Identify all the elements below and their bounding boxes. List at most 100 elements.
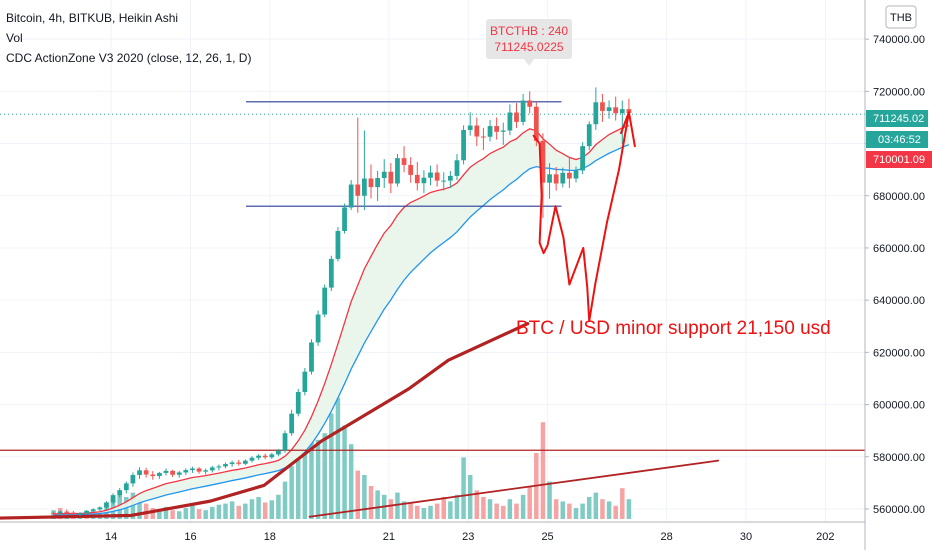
trend-line[interactable] bbox=[308, 459, 720, 518]
volume-bar bbox=[573, 508, 579, 519]
price-axis[interactable]: 740000.00720000.00700000.00680000.006600… bbox=[864, 0, 932, 550]
volume-bar bbox=[507, 499, 513, 519]
time-tick-label: 202 bbox=[816, 531, 834, 543]
candle-body bbox=[110, 495, 116, 503]
time-tick-label: 16 bbox=[184, 531, 196, 543]
sketch-drawing[interactable] bbox=[532, 111, 636, 323]
volume-bar bbox=[362, 475, 367, 519]
horizontal-lines[interactable] bbox=[0, 101, 865, 451]
candle-body bbox=[467, 125, 473, 130]
time-axis[interactable]: 14 16 18 21 23 25 28 30 202 bbox=[0, 521, 865, 543]
candle-body bbox=[540, 140, 546, 183]
last-price-tag bbox=[866, 110, 928, 127]
candle-body bbox=[203, 470, 209, 472]
volume-bar bbox=[547, 481, 552, 519]
volume-bar bbox=[296, 458, 301, 519]
volume-bar bbox=[560, 501, 566, 519]
price-tick-label: 620000.00 bbox=[873, 347, 925, 359]
candle-body bbox=[77, 513, 83, 515]
volume-bar bbox=[428, 505, 433, 519]
volume-bar bbox=[388, 499, 394, 519]
volume-bar bbox=[150, 508, 156, 519]
candle-body bbox=[586, 124, 592, 147]
sketch-path[interactable] bbox=[532, 111, 636, 323]
annotation-text[interactable]: BTC / USD minor support 21,150 usd bbox=[516, 318, 831, 339]
candle-body bbox=[520, 100, 526, 122]
volume-bar bbox=[454, 494, 460, 519]
ema-price-tag bbox=[866, 151, 932, 168]
volume-bar bbox=[421, 508, 427, 519]
volume-bar bbox=[355, 470, 361, 519]
ema-cloud-fill bbox=[53, 125, 629, 516]
candle-body bbox=[401, 158, 407, 165]
candle-body bbox=[137, 470, 142, 476]
price-tick-label: 640000.00 bbox=[873, 295, 925, 307]
volume-bar bbox=[203, 510, 208, 519]
candle-body bbox=[606, 107, 612, 111]
ema-fast-line bbox=[53, 124, 630, 515]
price-tick-label: 740000.00 bbox=[873, 34, 925, 46]
candle-body bbox=[276, 450, 281, 455]
candle-body bbox=[375, 178, 380, 188]
time-tick-label: 30 bbox=[740, 531, 752, 543]
tooltip-line1: BTCTHB : 240 bbox=[490, 24, 568, 38]
tooltip-pointer bbox=[524, 59, 534, 66]
candle-body bbox=[342, 207, 347, 231]
grid bbox=[0, 0, 865, 522]
candle-body bbox=[209, 467, 215, 471]
price-tick-label: 600000.00 bbox=[873, 400, 925, 412]
volume-bar bbox=[461, 457, 466, 519]
header-volume-indicator[interactable]: Vol bbox=[6, 31, 23, 45]
ema-price-value: 710001.09 bbox=[873, 154, 925, 166]
volume-bar bbox=[448, 501, 453, 519]
volume-bar bbox=[520, 494, 526, 519]
time-tick-label: 23 bbox=[462, 531, 474, 543]
candle-body bbox=[560, 172, 566, 184]
volume-bar bbox=[163, 506, 169, 519]
volume-bar bbox=[176, 511, 182, 519]
candle-body bbox=[262, 455, 268, 458]
volume-bar bbox=[236, 505, 241, 519]
candle-body bbox=[130, 475, 136, 484]
candle-body bbox=[553, 174, 559, 184]
volume-bar bbox=[408, 503, 413, 519]
volume-bar bbox=[243, 503, 248, 519]
volume-bar bbox=[514, 503, 519, 519]
candle-body bbox=[368, 178, 374, 188]
candle-body bbox=[381, 171, 387, 179]
last-price-value: 711245.02 bbox=[873, 113, 924, 125]
time-tick-label: 28 bbox=[660, 531, 672, 543]
volume-bar bbox=[335, 398, 341, 519]
volume-bar bbox=[269, 500, 275, 519]
currency-button-box[interactable] bbox=[885, 5, 917, 29]
candle-body bbox=[64, 511, 70, 513]
candle-body bbox=[123, 483, 129, 491]
candle-body bbox=[494, 126, 500, 132]
volume-bar bbox=[567, 503, 572, 519]
volume-bar bbox=[256, 497, 261, 519]
volume-bar bbox=[600, 499, 605, 519]
candle-body bbox=[322, 287, 328, 315]
trend-lines[interactable] bbox=[0, 322, 720, 520]
volume-bar bbox=[289, 466, 294, 519]
volume-bar bbox=[395, 492, 400, 519]
candle-body bbox=[527, 100, 533, 107]
volume-bar bbox=[329, 413, 334, 519]
header-cdc-indicator[interactable]: CDC ActionZone V3 2020 (close, 12, 26, 1… bbox=[6, 51, 251, 65]
candle-body bbox=[507, 112, 513, 131]
candle-body bbox=[150, 474, 156, 477]
currency-button[interactable]: THB bbox=[890, 12, 912, 24]
volume-bar bbox=[223, 503, 228, 519]
price-tick-label: 560000.00 bbox=[873, 504, 925, 516]
time-tick-label: 18 bbox=[264, 531, 276, 543]
volume-bar bbox=[626, 499, 632, 519]
price-tags: 711245.02 03:46:52 710001.09 bbox=[866, 110, 932, 168]
trend-line[interactable] bbox=[0, 322, 530, 520]
candle-body bbox=[229, 462, 235, 465]
candle-body bbox=[84, 510, 90, 514]
candle-body bbox=[454, 160, 460, 176]
volume-bar bbox=[593, 492, 599, 519]
candle-body bbox=[434, 172, 440, 181]
candle-body bbox=[183, 470, 189, 473]
